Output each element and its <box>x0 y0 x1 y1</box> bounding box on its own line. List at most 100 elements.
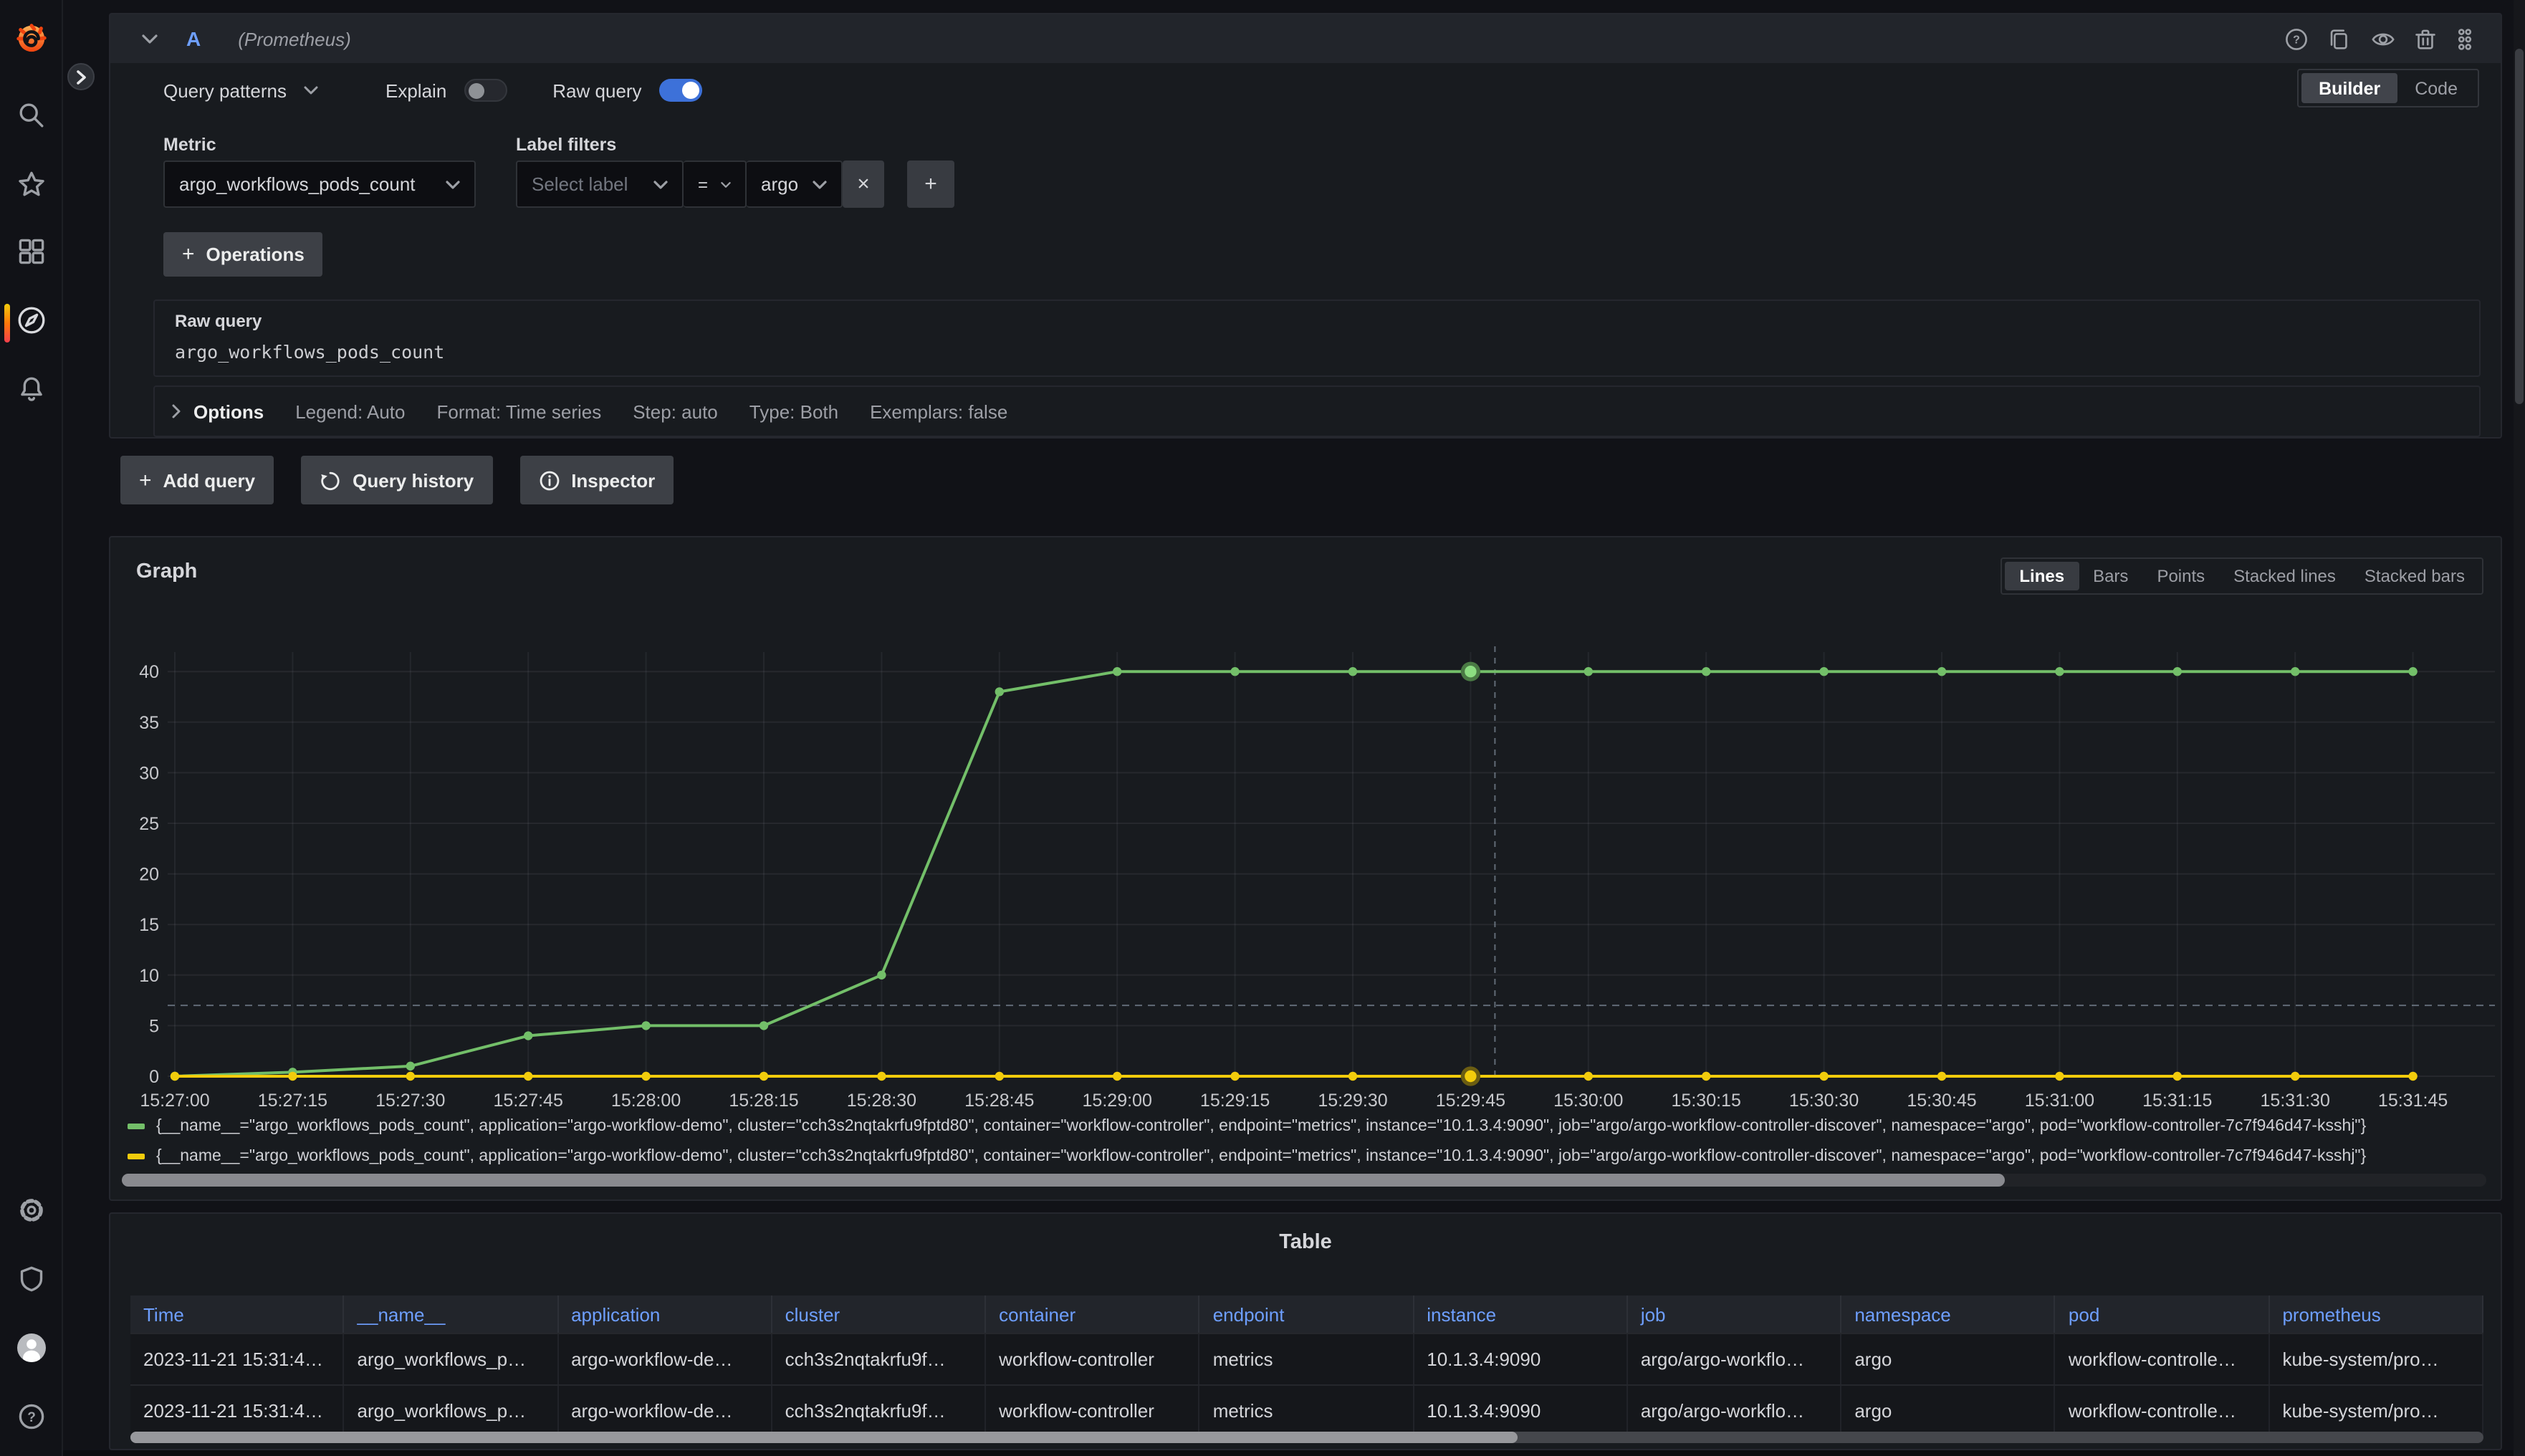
data-point[interactable] <box>406 1061 415 1071</box>
mode-bars[interactable]: Bars <box>2093 566 2129 586</box>
data-point[interactable] <box>2172 667 2182 676</box>
data-point[interactable] <box>1113 667 1122 676</box>
hovered-point[interactable] <box>1465 1070 1477 1083</box>
query-row-header[interactable]: A (Prometheus) ? <box>110 14 2501 63</box>
mode-stacked-bars[interactable]: Stacked bars <box>2364 566 2465 586</box>
options-expander[interactable]: Options <box>172 401 264 422</box>
column-header-prometheus[interactable]: prometheus <box>2269 1295 2483 1333</box>
data-point[interactable] <box>524 1031 533 1040</box>
query-ref-id[interactable]: A <box>186 27 201 50</box>
data-point[interactable] <box>2291 667 2300 676</box>
raw-query-toggle[interactable] <box>658 79 702 102</box>
settings-gear-icon[interactable] <box>17 1197 44 1224</box>
label-name-select[interactable]: Select label <box>516 161 684 208</box>
metric-select[interactable]: argo_workflows_pods_count <box>163 161 476 208</box>
query-options-bar[interactable]: Options Legend: Auto Format: Time series… <box>153 385 2481 437</box>
data-point[interactable] <box>1583 667 1593 676</box>
data-point[interactable] <box>995 687 1005 696</box>
query-history-button[interactable]: Query history <box>301 456 493 504</box>
expand-sidebar-button[interactable] <box>67 63 95 90</box>
data-point[interactable] <box>1230 667 1240 676</box>
data-point[interactable] <box>2408 667 2418 676</box>
svg-text:?: ? <box>2293 33 2300 46</box>
time-series-chart[interactable]: 0 5 10 15 20 25 30 35 40 15:27:00 15:27:15 15:27:30… <box>116 618 2495 1122</box>
column-header-container[interactable]: container <box>986 1295 1200 1333</box>
mode-points[interactable]: Points <box>2157 566 2205 586</box>
column-header-name[interactable]: __name__ <box>345 1295 559 1333</box>
column-header-cluster[interactable]: cluster <box>772 1295 987 1333</box>
data-point[interactable] <box>877 970 886 980</box>
table-horizontal-scrollbar[interactable] <box>130 1432 2483 1443</box>
data-point[interactable] <box>1819 1071 1829 1081</box>
data-point[interactable] <box>288 1071 297 1081</box>
mode-lines[interactable]: Lines <box>2005 562 2079 590</box>
remove-filter-button[interactable]: × <box>843 161 884 208</box>
column-header-endpoint[interactable]: endpoint <box>1200 1295 1414 1333</box>
data-point[interactable] <box>2408 1071 2418 1081</box>
data-point[interactable] <box>2055 667 2064 676</box>
add-query-button[interactable]: + Add query <box>120 456 274 504</box>
hide-response-eye-icon[interactable] <box>2370 27 2395 51</box>
data-point[interactable] <box>641 1071 651 1081</box>
data-point[interactable] <box>1230 1071 1240 1081</box>
add-operation-button[interactable]: + Operations <box>163 232 323 277</box>
table-cell: argo/argo-workflo… <box>1628 1386 1842 1436</box>
profile-avatar[interactable] <box>16 1333 46 1363</box>
data-point[interactable] <box>995 1071 1005 1081</box>
data-point[interactable] <box>1113 1071 1122 1081</box>
data-point[interactable] <box>1348 667 1358 676</box>
data-point[interactable] <box>1348 1071 1358 1081</box>
query-help-icon[interactable]: ? <box>2284 27 2309 51</box>
security-shield-icon[interactable] <box>17 1265 44 1293</box>
data-point[interactable] <box>406 1071 415 1081</box>
column-header-application[interactable]: application <box>558 1295 772 1333</box>
legend-item[interactable]: {__name__="argo_workflows_pods_count", a… <box>128 1141 2486 1171</box>
alerting-bell-icon[interactable] <box>17 375 44 403</box>
legend-item[interactable]: {__name__="argo_workflows_pods_count", a… <box>128 1111 2486 1141</box>
data-point[interactable] <box>759 1071 769 1081</box>
add-filter-button[interactable]: + <box>907 161 954 208</box>
grafana-logo-icon[interactable] <box>14 21 47 54</box>
legend-horizontal-scrollbar[interactable] <box>122 1174 2486 1187</box>
data-point[interactable] <box>2291 1071 2300 1081</box>
data-point[interactable] <box>1583 1071 1593 1081</box>
column-header-namespace[interactable]: namespace <box>1841 1295 2056 1333</box>
data-point[interactable] <box>641 1021 651 1030</box>
explore-compass-icon[interactable] <box>16 305 46 335</box>
explain-toggle[interactable] <box>464 79 507 102</box>
data-point[interactable] <box>1937 1071 1947 1081</box>
search-icon[interactable] <box>17 102 44 129</box>
mode-stacked-lines[interactable]: Stacked lines <box>2233 566 2336 586</box>
column-header-instance[interactable]: instance <box>1414 1295 1628 1333</box>
label-value-select[interactable]: argo <box>747 161 843 208</box>
data-point[interactable] <box>2055 1071 2064 1081</box>
inspector-button[interactable]: Inspector <box>519 456 674 504</box>
column-header-pod[interactable]: pod <box>2056 1295 2270 1333</box>
dashboards-icon[interactable] <box>17 238 44 265</box>
data-point[interactable] <box>759 1021 769 1030</box>
duplicate-query-icon[interactable] <box>2327 27 2352 51</box>
data-point[interactable] <box>1702 667 1711 676</box>
chevron-down-icon[interactable] <box>304 86 318 95</box>
data-point[interactable] <box>1819 667 1829 676</box>
data-point[interactable] <box>1702 1071 1711 1081</box>
starred-icon[interactable] <box>17 171 44 198</box>
data-point[interactable] <box>877 1071 886 1081</box>
code-mode-button[interactable]: Code <box>2415 78 2458 98</box>
data-point[interactable] <box>524 1071 533 1081</box>
collapse-query-icon[interactable] <box>142 34 158 44</box>
remove-query-trash-icon[interactable] <box>2413 27 2438 51</box>
raw-query-expression: argo_workflows_pods_count <box>175 341 445 363</box>
builder-mode-button[interactable]: Builder <box>2301 73 2398 103</box>
query-patterns-button[interactable]: Query patterns <box>163 80 287 101</box>
data-point[interactable] <box>170 1071 180 1081</box>
help-icon[interactable]: ? <box>17 1403 44 1430</box>
column-header-job[interactable]: job <box>1628 1295 1842 1333</box>
data-point[interactable] <box>2172 1071 2182 1081</box>
operator-select[interactable]: = <box>684 161 747 208</box>
drag-handle-icon[interactable] <box>2456 27 2481 51</box>
column-header-Time[interactable]: Time <box>130 1295 345 1333</box>
page-scrollbar-thumb[interactable] <box>2515 49 2524 404</box>
hovered-point[interactable] <box>1465 666 1477 678</box>
data-point[interactable] <box>1937 667 1947 676</box>
